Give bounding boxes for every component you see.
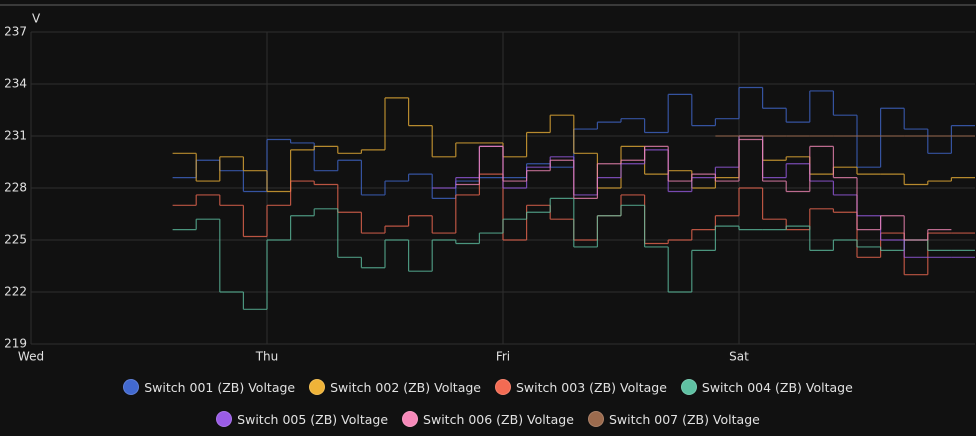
legend-swatch: [123, 379, 140, 395]
y-tick-label: 222: [4, 285, 27, 299]
legend-label: Switch 005 (ZB) Voltage: [237, 411, 389, 427]
legend-swatch: [495, 379, 511, 395]
series-line: [432, 135, 975, 258]
x-tick-label: Fri: [496, 350, 510, 364]
legend-swatch: [402, 411, 419, 427]
legend-item[interactable]: Switch 003 (ZB) Voltage: [495, 376, 667, 398]
legend-label: Switch 006 (ZB) Voltage: [423, 411, 574, 427]
legend-item[interactable]: Switch 002 (ZB) Voltage: [309, 376, 481, 398]
series-line: [455, 138, 952, 241]
legend-item[interactable]: Switch 004 (ZB) Voltage: [680, 376, 853, 398]
y-tick-label: 228: [4, 181, 27, 195]
legend-swatch: [309, 379, 326, 395]
y-tick-label: 219: [4, 337, 27, 351]
legend-item[interactable]: Switch 005 (ZB) Voltage: [216, 408, 388, 430]
x-tick-label: Sat: [729, 350, 749, 364]
series-line: [172, 197, 975, 310]
chart: V 219 222 225 228 231 234 237 Wed Thu Fri Sat: [0, 4, 976, 364]
y-tick-label: 234: [4, 77, 27, 91]
legend-item[interactable]: Switch 001 (ZB) Voltage: [123, 376, 295, 398]
legend-swatch: [587, 411, 604, 427]
x-tick-label: Wed: [18, 350, 44, 364]
legend-swatch: [680, 379, 697, 395]
legend-label: Switch 007 (ZB) Voltage: [608, 411, 760, 427]
y-tick-label: 225: [4, 233, 27, 247]
y-tick-label: 231: [4, 129, 27, 143]
legend-swatch: [216, 411, 233, 427]
legend-item[interactable]: Switch 007 (ZB) Voltage: [587, 408, 760, 430]
legend-label: Switch 001 (ZB) Voltage: [144, 379, 296, 395]
legend-label: Switch 002 (ZB) Voltage: [330, 379, 481, 395]
x-tick-label: Thu: [255, 350, 279, 364]
series-line: [172, 86, 975, 199]
legend-label: Switch 004 (ZB) Voltage: [701, 379, 853, 395]
legend-item[interactable]: Switch 006 (ZB) Voltage: [402, 408, 574, 430]
legend: Switch 001 (ZB) Voltage Switch 002 (ZB) V…: [38, 376, 938, 430]
y-axis-label: V: [32, 12, 41, 26]
y-tick-label: 237: [4, 25, 27, 39]
legend-label: Switch 003 (ZB) Voltage: [516, 379, 667, 395]
